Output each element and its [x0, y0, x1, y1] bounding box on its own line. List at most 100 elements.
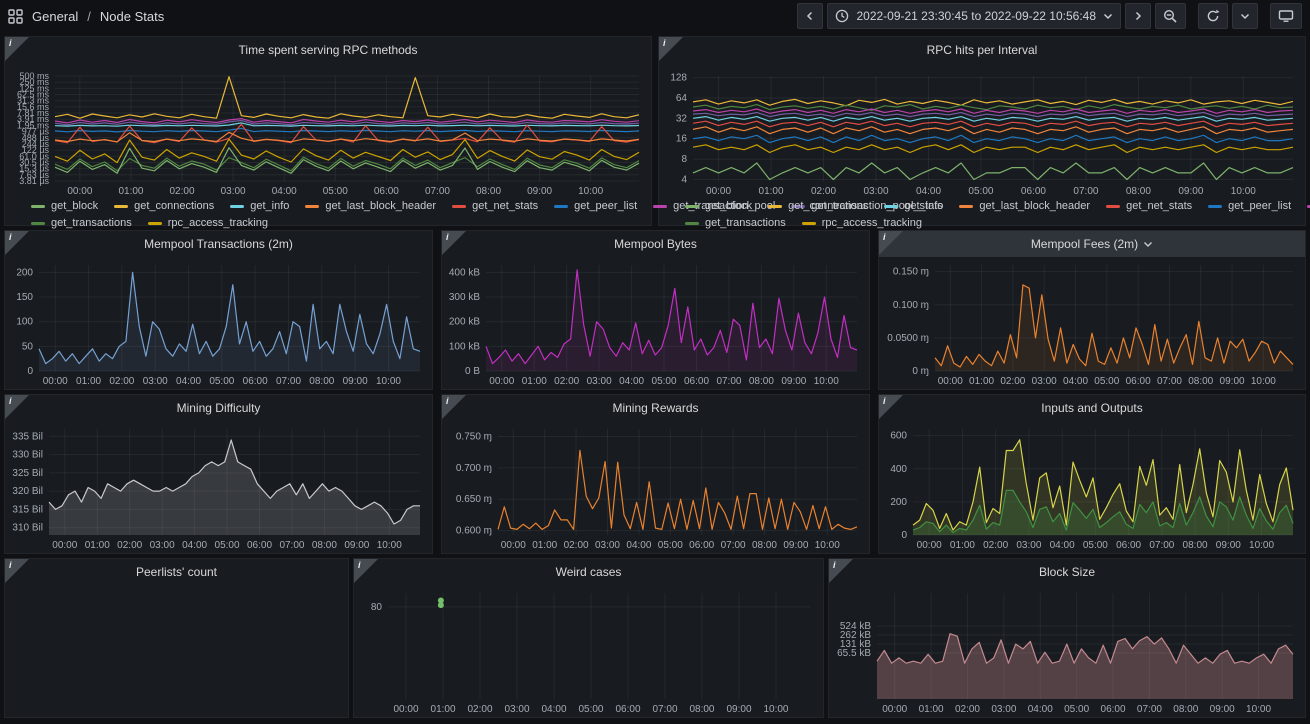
legend-item-get_net_stats[interactable]: get_net_stats	[1106, 200, 1192, 212]
time-range-picker[interactable]: 2022-09-21 23:30:45 to 2022-09-22 10:56:…	[827, 3, 1121, 29]
legend-item-get_connections[interactable]: get_connections	[768, 200, 868, 212]
legend-item-get_block[interactable]: get_block	[31, 200, 98, 212]
chart-mempool-transactions[interactable]: 00:00 01:00 02:00 03:00 04:00 05:00 06:00 07:00…	[5, 231, 432, 391]
svg-text:04:00: 04:00	[1063, 376, 1088, 387]
panel-info-icon[interactable]: i	[354, 559, 378, 583]
svg-text:05:00: 05:00	[209, 376, 234, 387]
svg-text:32: 32	[676, 113, 688, 124]
chart-rpc-hits[interactable]: 00:00 01:00 02:00 03:00 04:00 05:00 06:00 07:00…	[659, 37, 1305, 199]
svg-text:1.95 ms: 1.95 ms	[17, 120, 50, 130]
svg-text:00:00: 00:00	[489, 376, 514, 387]
panel-title-weird-cases[interactable]: Weird cases	[555, 565, 622, 579]
svg-text:03:00: 03:00	[221, 186, 246, 197]
legend-item-get_info[interactable]: get_info	[884, 200, 943, 212]
tv-mode-button[interactable]	[1270, 3, 1302, 29]
panel-info-icon[interactable]: i	[829, 559, 853, 583]
svg-text:0.700 ɱ: 0.700 ɱ	[456, 463, 492, 474]
panel-info-icon[interactable]: i	[5, 559, 29, 583]
svg-text:06:00: 06:00	[684, 376, 709, 387]
svg-text:09:00: 09:00	[1220, 376, 1245, 387]
svg-text:08:00: 08:00	[312, 540, 337, 551]
svg-text:02:00: 02:00	[983, 540, 1008, 551]
legend-item-get_transaction_pool_stats[interactable]: get_transaction_pool_stats	[791, 200, 943, 212]
legend-swatch	[147, 221, 162, 225]
svg-text:06:00: 06:00	[689, 540, 714, 551]
refresh-button[interactable]	[1198, 3, 1228, 29]
svg-text:07:00: 07:00	[1149, 540, 1174, 551]
chart-rpc-time[interactable]: 00:00 01:00 02:00 03:00 04:00 05:00 06:00 07:00…	[5, 37, 651, 199]
panel-info-icon[interactable]: i	[659, 37, 683, 61]
svg-text:00:00: 00:00	[706, 186, 731, 197]
svg-text:06:00: 06:00	[615, 704, 640, 715]
breadcrumb-folder[interactable]: General	[32, 8, 79, 24]
legend-item-rpc_access_tracking[interactable]: rpc_access_tracking	[801, 217, 922, 229]
svg-text:0: 0	[27, 366, 33, 377]
legend-swatch	[1307, 204, 1310, 208]
panel-title-rpc-hits[interactable]: RPC hits per Interval	[926, 43, 1038, 57]
legend-item-get_peer_list[interactable]: get_peer_list	[554, 200, 637, 212]
chart-mining-rewards[interactable]: 00:00 01:00 02:00 03:00 04:00 05:00 06:00 07:00…	[442, 395, 869, 555]
zoom-out-button[interactable]	[1155, 3, 1186, 29]
panel-title-mempool-fees[interactable]: Mempool Fees (2m)	[879, 231, 1305, 257]
legend-item-get_info[interactable]: get_info	[230, 200, 289, 212]
svg-text:7.81 ms: 7.81 ms	[17, 108, 50, 118]
panel-title-mining-difficulty[interactable]: Mining Difficulty	[176, 401, 261, 415]
chart-mining-difficulty[interactable]: 00:00 01:00 02:00 03:00 04:00 05:00 06:00 07:00…	[5, 395, 432, 555]
svg-text:0.750 ɱ: 0.750 ɱ	[456, 432, 492, 443]
panel-info-icon[interactable]: i	[879, 231, 903, 255]
time-range-forward-button[interactable]	[1125, 3, 1151, 29]
svg-text:00:00: 00:00	[394, 704, 419, 715]
svg-text:125 ms: 125 ms	[19, 83, 49, 93]
dashboard-grid-icon[interactable]	[8, 8, 23, 24]
svg-text:02:00: 02:00	[1000, 376, 1025, 387]
svg-text:06:00: 06:00	[1116, 540, 1141, 551]
svg-text:01:00: 01:00	[118, 186, 143, 197]
chart-inputs-outputs[interactable]: 00:00 01:00 02:00 03:00 04:00 05:00 06:00 07:00…	[879, 395, 1305, 555]
legend-item-get_transaction_pool[interactable]: get_transaction_pool	[1307, 200, 1310, 212]
svg-text:100: 100	[16, 317, 33, 328]
svg-text:06:00: 06:00	[1126, 376, 1151, 387]
panel-title-mining-rewards[interactable]: Mining Rewards	[612, 401, 699, 415]
panel-info-icon[interactable]: i	[879, 395, 903, 419]
time-range-label: 2022-09-21 23:30:45 to 2022-09-22 10:56:…	[856, 9, 1096, 23]
time-range-back-button[interactable]	[797, 3, 824, 29]
legend-swatch	[452, 204, 467, 208]
panel-title-block-size[interactable]: Block Size	[1038, 565, 1096, 579]
chart-mempool-fees[interactable]: 00:00 01:00 02:00 03:00 04:00 05:00 06:00 07:00…	[879, 231, 1305, 391]
svg-text:128: 128	[670, 73, 687, 84]
legend-item-get_peer_list[interactable]: get_peer_list	[1208, 200, 1291, 212]
legend-item-get_last_block_header[interactable]: get_last_block_header	[305, 200, 436, 212]
legend-item-get_block[interactable]: get_block	[685, 200, 752, 212]
legend-item-rpc_access_tracking[interactable]: rpc_access_tracking	[147, 217, 268, 229]
svg-text:0.600 ɱ: 0.600 ɱ	[456, 526, 492, 537]
panel-info-icon[interactable]: i	[5, 231, 29, 255]
svg-text:00:00: 00:00	[917, 540, 942, 551]
panel-info-icon[interactable]: i	[442, 395, 466, 419]
svg-text:05:00: 05:00	[968, 186, 993, 197]
legend-item-get_transactions[interactable]: get_transactions	[685, 217, 786, 229]
svg-text:0.150 ɱ: 0.150 ɱ	[893, 267, 929, 278]
panel-info-icon[interactable]: i	[442, 231, 466, 255]
panel-title-mempool-bytes[interactable]: Mempool Bytes	[614, 237, 697, 251]
panel-title-label: Mempool Fees (2m)	[1030, 237, 1139, 251]
legend-item-get_connections[interactable]: get_connections	[114, 200, 214, 212]
panel-info-icon[interactable]: i	[5, 395, 29, 419]
legend-item-get_transactions[interactable]: get_transactions	[31, 217, 132, 229]
legend-item-get_last_block_header[interactable]: get_last_block_header	[959, 200, 1090, 212]
panel-title-inputs-outputs[interactable]: Inputs and Outputs	[1041, 401, 1143, 415]
refresh-interval-dropdown[interactable]	[1232, 3, 1258, 29]
svg-text:09:00: 09:00	[1216, 540, 1241, 551]
chart-mempool-bytes[interactable]: 00:00 01:00 02:00 03:00 04:00 05:00 06:00 07:00…	[442, 231, 869, 391]
legend-item-get_net_stats[interactable]: get_net_stats	[452, 200, 538, 212]
legend-item-get_transaction_pool[interactable]: get_transaction_pool	[653, 200, 775, 212]
panel-title-rpc-time[interactable]: Time spent serving RPC methods	[238, 43, 418, 57]
panel-info-icon[interactable]: i	[5, 37, 29, 61]
legend-swatch	[685, 204, 699, 208]
legend-swatch	[1106, 204, 1121, 208]
svg-text:65.5 kB: 65.5 kB	[837, 648, 871, 659]
svg-text:10:00: 10:00	[814, 376, 839, 387]
panel-title-mempool-transactions[interactable]: Mempool Transactions (2m)	[144, 237, 293, 251]
panel-title-peerlists-count[interactable]: Peerlists' count	[136, 565, 217, 579]
page-title[interactable]: Node Stats	[99, 8, 165, 24]
svg-text:08:00: 08:00	[689, 704, 714, 715]
